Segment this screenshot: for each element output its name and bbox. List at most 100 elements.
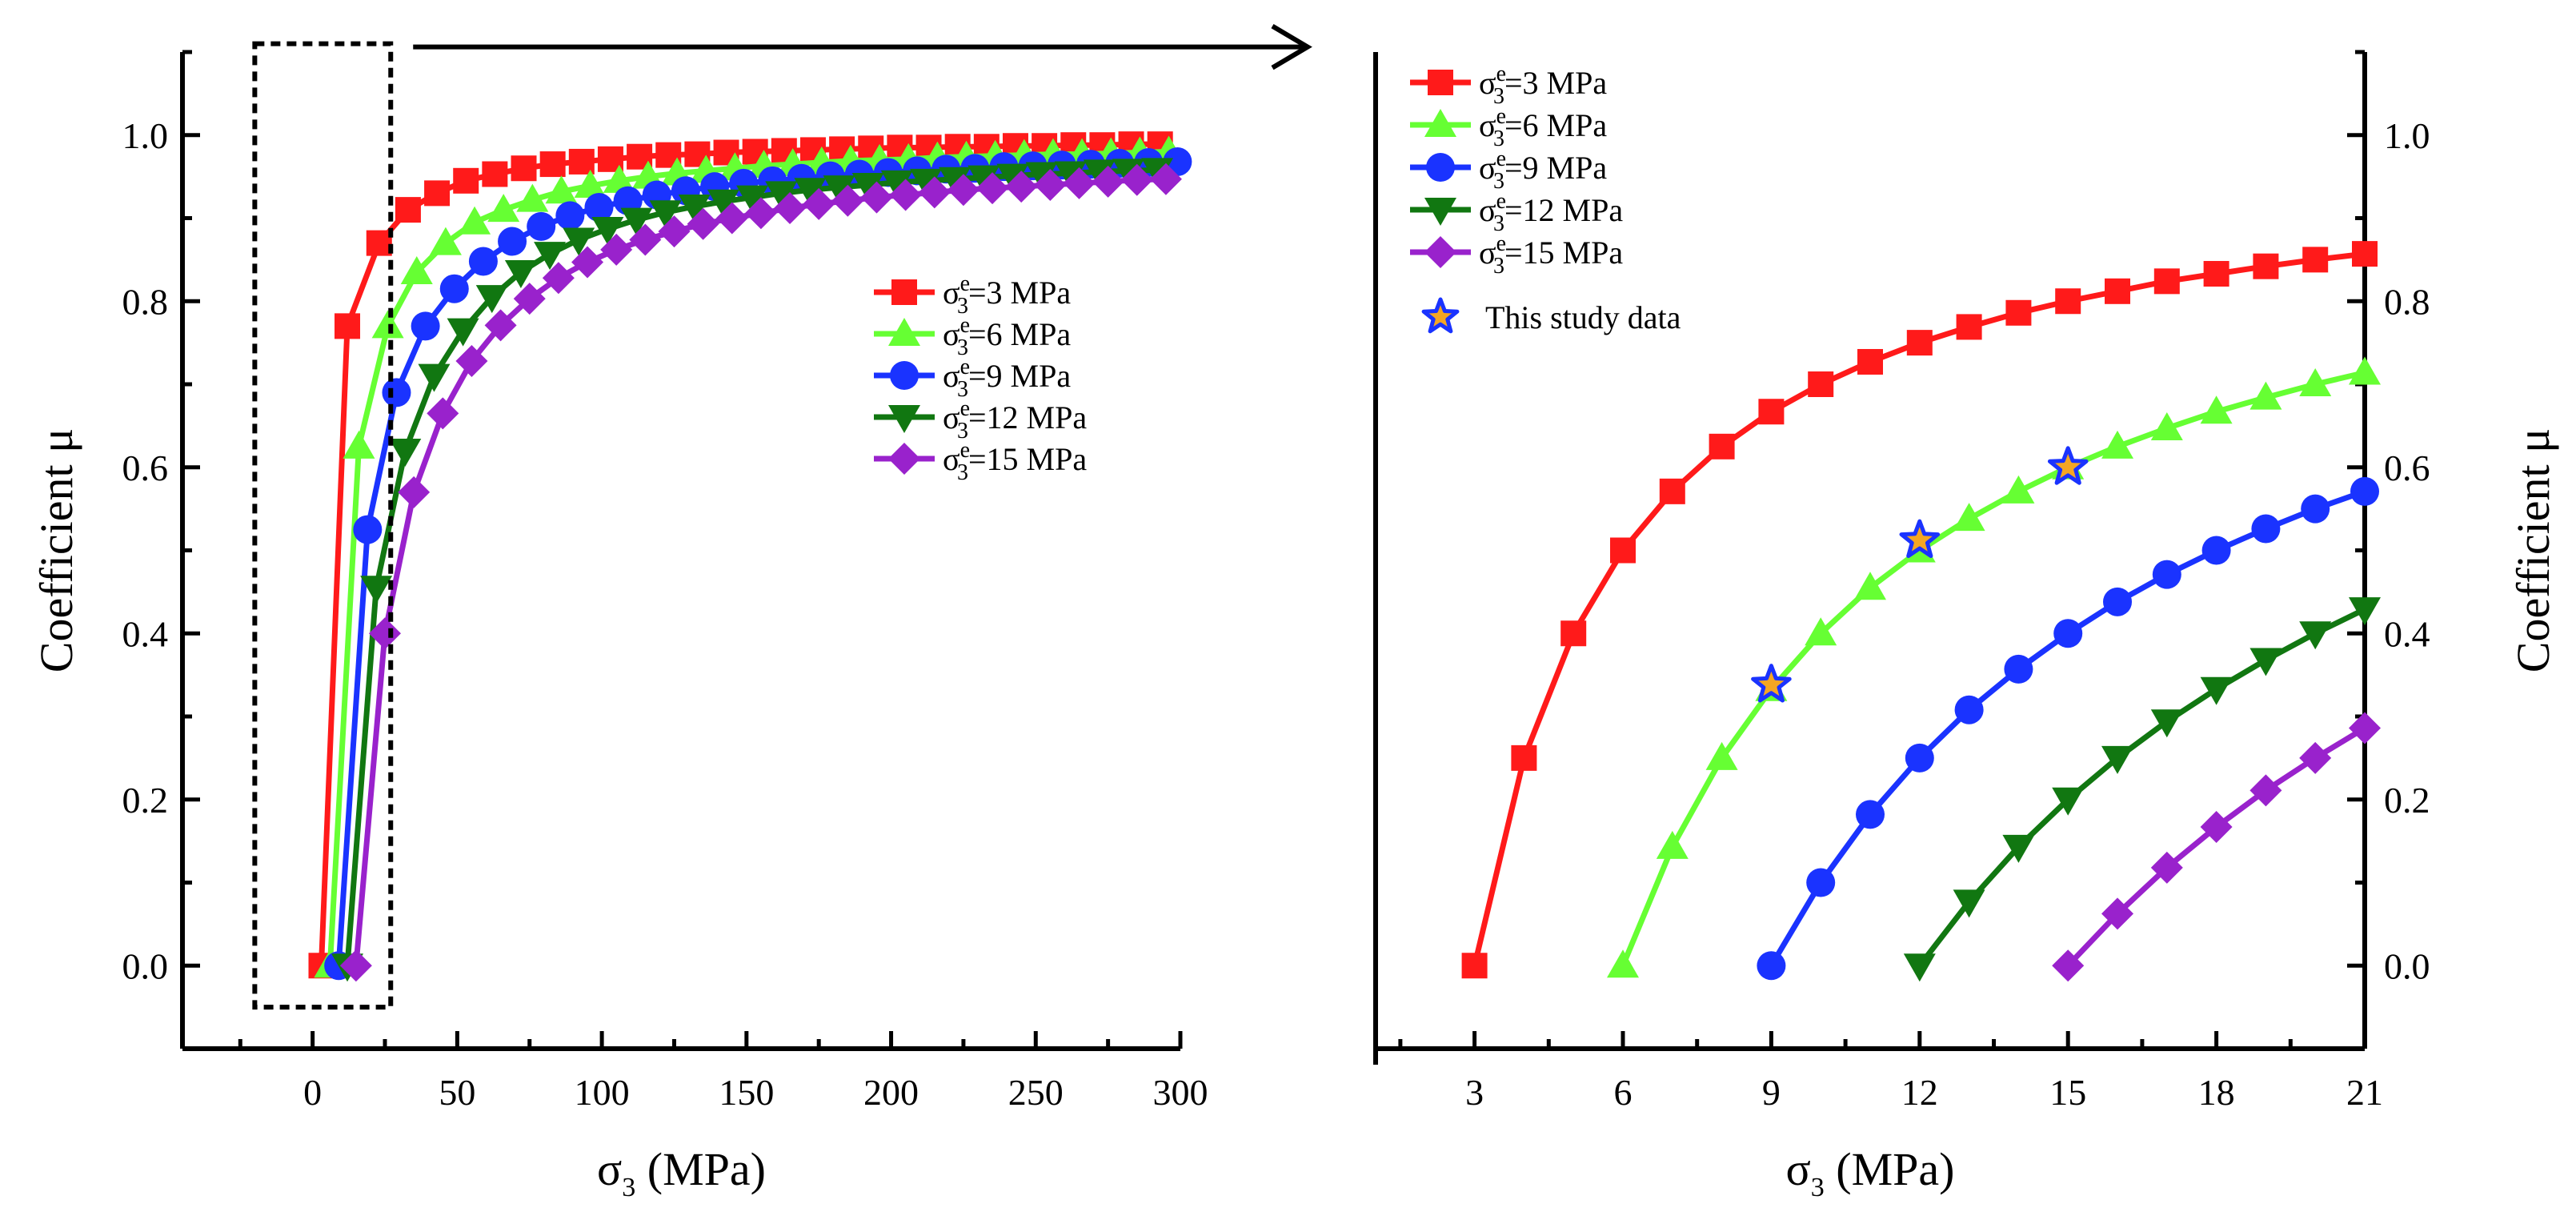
data-point: [504, 259, 537, 288]
data-point: [823, 175, 855, 204]
data-point: [2299, 621, 2332, 650]
legend-item: σe 3=6 MPa: [1410, 104, 1607, 151]
data-point: [411, 311, 440, 341]
data-point: [715, 202, 748, 235]
zoom-arrow-head: [1271, 24, 1312, 70]
data-point: [1906, 330, 1933, 356]
data-point: [2052, 949, 2085, 982]
data-point: [976, 172, 1009, 205]
data-point: [687, 207, 719, 240]
data-point: [339, 949, 372, 982]
data-point: [1805, 617, 1837, 646]
data-point: [1511, 744, 1537, 771]
data-point: [1806, 868, 1836, 897]
data-point: [482, 161, 508, 187]
data-point: [1953, 503, 1985, 532]
data-point: [1656, 830, 1689, 859]
y-axis-title: Coefficient μ: [30, 428, 82, 672]
data-point: [2053, 619, 2083, 648]
y-tick-label: 0.4: [122, 613, 169, 654]
data-point: [555, 201, 585, 231]
legend-marker: [888, 443, 920, 475]
series-line: [1620, 370, 2366, 967]
legend-label: σe 3=3 MPa: [1479, 62, 1607, 109]
data-point: [1461, 953, 1488, 979]
series-line: [1472, 251, 2366, 967]
data-point: [427, 397, 459, 430]
x-axis-title: σ3 (MPa): [1786, 1143, 1955, 1202]
legend-label: σe 3=12 MPa: [1479, 189, 1623, 236]
data-point: [1659, 478, 1685, 504]
zoom-box: [252, 41, 394, 1010]
data-point: [1034, 169, 1067, 201]
data-point: [649, 200, 682, 229]
data-point: [2249, 648, 2282, 676]
data-point: [400, 255, 433, 284]
data-point: [447, 318, 479, 347]
x-tick-label: 150: [719, 1072, 774, 1113]
data-point: [2349, 712, 2381, 744]
data-point: [803, 187, 835, 220]
data-point: [1705, 741, 1738, 770]
data-point: [424, 180, 451, 207]
legend-item: σe 3=9 MPa: [874, 355, 1071, 402]
y-tick-label: 0.2: [122, 780, 169, 821]
data-point: [369, 617, 402, 650]
legend-marker: [1428, 70, 1453, 95]
data-point: [831, 184, 864, 217]
data-point: [2052, 787, 2085, 816]
series-line: [327, 149, 1169, 966]
y-tick-label: 0.0: [2384, 945, 2430, 986]
data-point: [371, 310, 404, 339]
data-point: [2201, 536, 2231, 565]
data-point: [1758, 399, 1785, 425]
data-point: [2299, 741, 2332, 774]
legend-item: σe 3=12 MPa: [874, 396, 1087, 443]
series-line: [318, 141, 1160, 966]
data-point: [1610, 537, 1636, 564]
legend-label: σe 3=9 MPa: [1479, 146, 1607, 194]
data-point: [629, 223, 662, 256]
y-axis-title: Coefficient μ: [2507, 428, 2559, 672]
data-point: [2203, 261, 2229, 287]
data-point: [584, 193, 614, 223]
data-point: [571, 246, 604, 279]
data-point: [455, 344, 488, 377]
data-point: [453, 167, 479, 194]
left-chart-panel: 0 50 100 150 200 250 300 0.0 0.2 0.4 0.6 0.8 1.0 σ3 (…: [30, 50, 1208, 1202]
legend-marker: [888, 405, 920, 433]
x-tick-label: 200: [863, 1072, 919, 1113]
data-point: [545, 175, 578, 204]
data-point: [487, 194, 520, 223]
data-point: [678, 194, 711, 223]
x-tick-label: 50: [439, 1072, 475, 1113]
data-point: [418, 363, 451, 392]
series-12-mpa: [1903, 597, 2381, 982]
data-point: [744, 197, 777, 230]
x-tick-label: 9: [1762, 1072, 1781, 1113]
data-point: [736, 185, 769, 214]
axes: 3 6 9 12 15 18 21 0.0 0.2 0.4 0.6 0.8 1.0 σ3 (MPa) Coe…: [1373, 50, 2559, 1202]
study-data-star: [1899, 519, 1941, 558]
data-point: [851, 173, 884, 201]
data-point: [2253, 253, 2279, 279]
x-tick-label: 18: [2198, 1072, 2235, 1113]
x-tick-label: 100: [575, 1072, 630, 1113]
data-point: [1120, 163, 1153, 196]
data-point: [591, 216, 624, 245]
zoom-indicator: [252, 24, 1312, 1010]
data-point: [563, 227, 595, 256]
y-tick-label: 0.6: [122, 447, 169, 488]
study-data-star: [1751, 664, 1792, 703]
data-point: [1808, 371, 1834, 397]
data-point: [1005, 171, 1038, 203]
data-point: [860, 181, 893, 214]
data-point: [2302, 247, 2329, 273]
data-point: [429, 227, 462, 255]
data-point: [534, 242, 567, 271]
legend-item: σe 3=15 MPa: [1410, 231, 1623, 279]
data-point: [1025, 162, 1058, 191]
data-point: [939, 167, 972, 195]
